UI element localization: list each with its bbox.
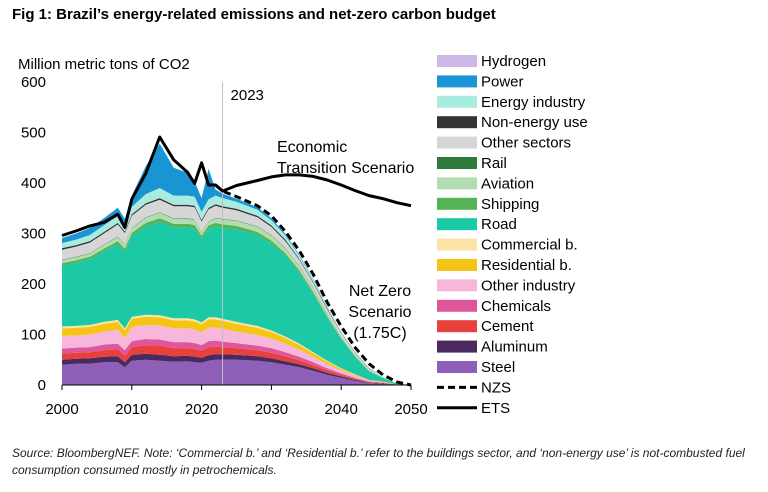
legend-swatch: [437, 320, 477, 333]
line-ets: [61, 135, 412, 237]
legend-entry-rail: Rail: [437, 155, 507, 172]
legend-label: Other sectors: [481, 135, 571, 152]
legend-entry-power: Power: [437, 73, 524, 90]
legend-entry-other-industry: Other industry: [437, 277, 576, 294]
legend-entry-commercial-b: Commercial b.: [437, 237, 578, 254]
legend-swatch: [437, 197, 477, 210]
legend-swatch: [437, 238, 477, 251]
legend-label: Chemicals: [481, 298, 551, 315]
area-other-industry: [62, 324, 411, 385]
legend-entry-nzs: NZS: [437, 379, 511, 396]
legend-label: Shipping: [481, 196, 539, 213]
legend-swatch: [437, 157, 477, 169]
y-tick-label: 100: [21, 327, 46, 344]
x-tick-label: 2030: [255, 401, 288, 418]
legend-entry-ets: ETS: [437, 400, 510, 417]
area-road: [62, 221, 411, 385]
legend-label: Commercial b.: [481, 237, 578, 254]
source-note: Source: BloombergNEF. Note: ‘Commercial …: [12, 446, 745, 477]
legend-label: Energy industry: [481, 94, 586, 111]
y-tick-label: 300: [21, 226, 46, 243]
legend-label: Steel: [481, 359, 515, 376]
annotation-nzs-line: (1.75C): [353, 325, 406, 342]
y-tick-label: 600: [21, 74, 46, 91]
legend-label: NZS: [481, 379, 511, 396]
legend-swatch: [437, 218, 477, 231]
x-tick-label: 2020: [185, 401, 218, 418]
x-axis-ticks: 2000 2010 2020 2030 2040 2050: [45, 385, 428, 418]
area-steel: [62, 359, 411, 385]
scenario-lines: [61, 135, 412, 387]
legend-entry-non-energy-use: Non-energy use: [437, 114, 588, 131]
legend-swatch: [437, 55, 477, 67]
area-residential-b: [62, 316, 411, 385]
legend-label: Other industry: [481, 277, 576, 294]
legend-entry-other-sectors: Other sectors: [437, 135, 571, 152]
x-tick-label: 2010: [115, 401, 148, 418]
legend-label: Aviation: [481, 175, 534, 192]
legend-label: Non-energy use: [481, 114, 588, 131]
legend-label: Residential b.: [481, 257, 572, 274]
legend-swatch: [437, 259, 477, 271]
annotations: Economic Transition Scenario Net Zero Scena…: [277, 139, 414, 342]
legend-swatch: [437, 95, 477, 108]
legend-entry-aluminum: Aluminum: [437, 339, 548, 356]
legend-entry-residential-b: Residential b.: [437, 257, 572, 274]
legend-swatch: [437, 136, 477, 149]
area-cement: [62, 345, 411, 385]
annotation-nzs-line: Scenario: [348, 304, 411, 321]
legend-entry-road: Road: [437, 216, 517, 233]
x-tick-label: 2050: [394, 401, 427, 418]
legend-label: Rail: [481, 155, 507, 172]
legend-swatch: [437, 177, 477, 190]
legend-swatch: [437, 279, 477, 292]
legend-label: Aluminum: [481, 339, 548, 356]
legend-label: Power: [481, 73, 524, 90]
annotation-ets-line: Transition Scenario: [277, 160, 414, 177]
legend-entry-aviation: Aviation: [437, 175, 534, 192]
legend-entry-shipping: Shipping: [437, 196, 539, 213]
legend-swatch: [437, 361, 477, 373]
legend-entry-chemicals: Chemicals: [437, 298, 551, 315]
legend: Hydrogen Power Energy industry Non-energy u…: [437, 53, 588, 417]
y-tick-label: 200: [21, 276, 46, 293]
chart-title: Fig 1: Brazil’s energy-related emissions…: [12, 6, 496, 23]
chart: Million metric tons of CO2 2023 0 100 200 3…: [18, 53, 588, 418]
annotation-nzs-line: Net Zero: [349, 283, 411, 300]
y-tick-label: 400: [21, 175, 46, 192]
legend-label: Road: [481, 216, 517, 233]
legend-swatch: [437, 299, 477, 312]
y-tick-label: 0: [38, 377, 46, 394]
annotation-ets-line: Economic: [277, 139, 347, 156]
legend-swatch: [437, 340, 477, 353]
y-axis-ticks: 0 100 200 300 400 500 600: [21, 74, 46, 394]
legend-entry-steel: Steel: [437, 359, 515, 376]
legend-entry-cement: Cement: [437, 318, 534, 335]
legend-label: Hydrogen: [481, 53, 546, 70]
y-axis-label: Million metric tons of CO2: [18, 56, 190, 73]
year-2023-label: 2023: [231, 87, 264, 104]
legend-entry-hydrogen: Hydrogen: [437, 53, 546, 70]
stacked-areas: [62, 143, 411, 385]
x-tick-label: 2040: [325, 401, 358, 418]
y-tick-label: 500: [21, 125, 46, 142]
legend-label: ETS: [481, 400, 510, 417]
legend-entry-energy-industry: Energy industry: [437, 94, 586, 111]
x-tick-label: 2000: [45, 401, 78, 418]
line-nzs: [214, 183, 412, 387]
legend-label: Cement: [481, 318, 534, 335]
legend-swatch: [437, 116, 477, 129]
legend-swatch: [437, 75, 477, 88]
